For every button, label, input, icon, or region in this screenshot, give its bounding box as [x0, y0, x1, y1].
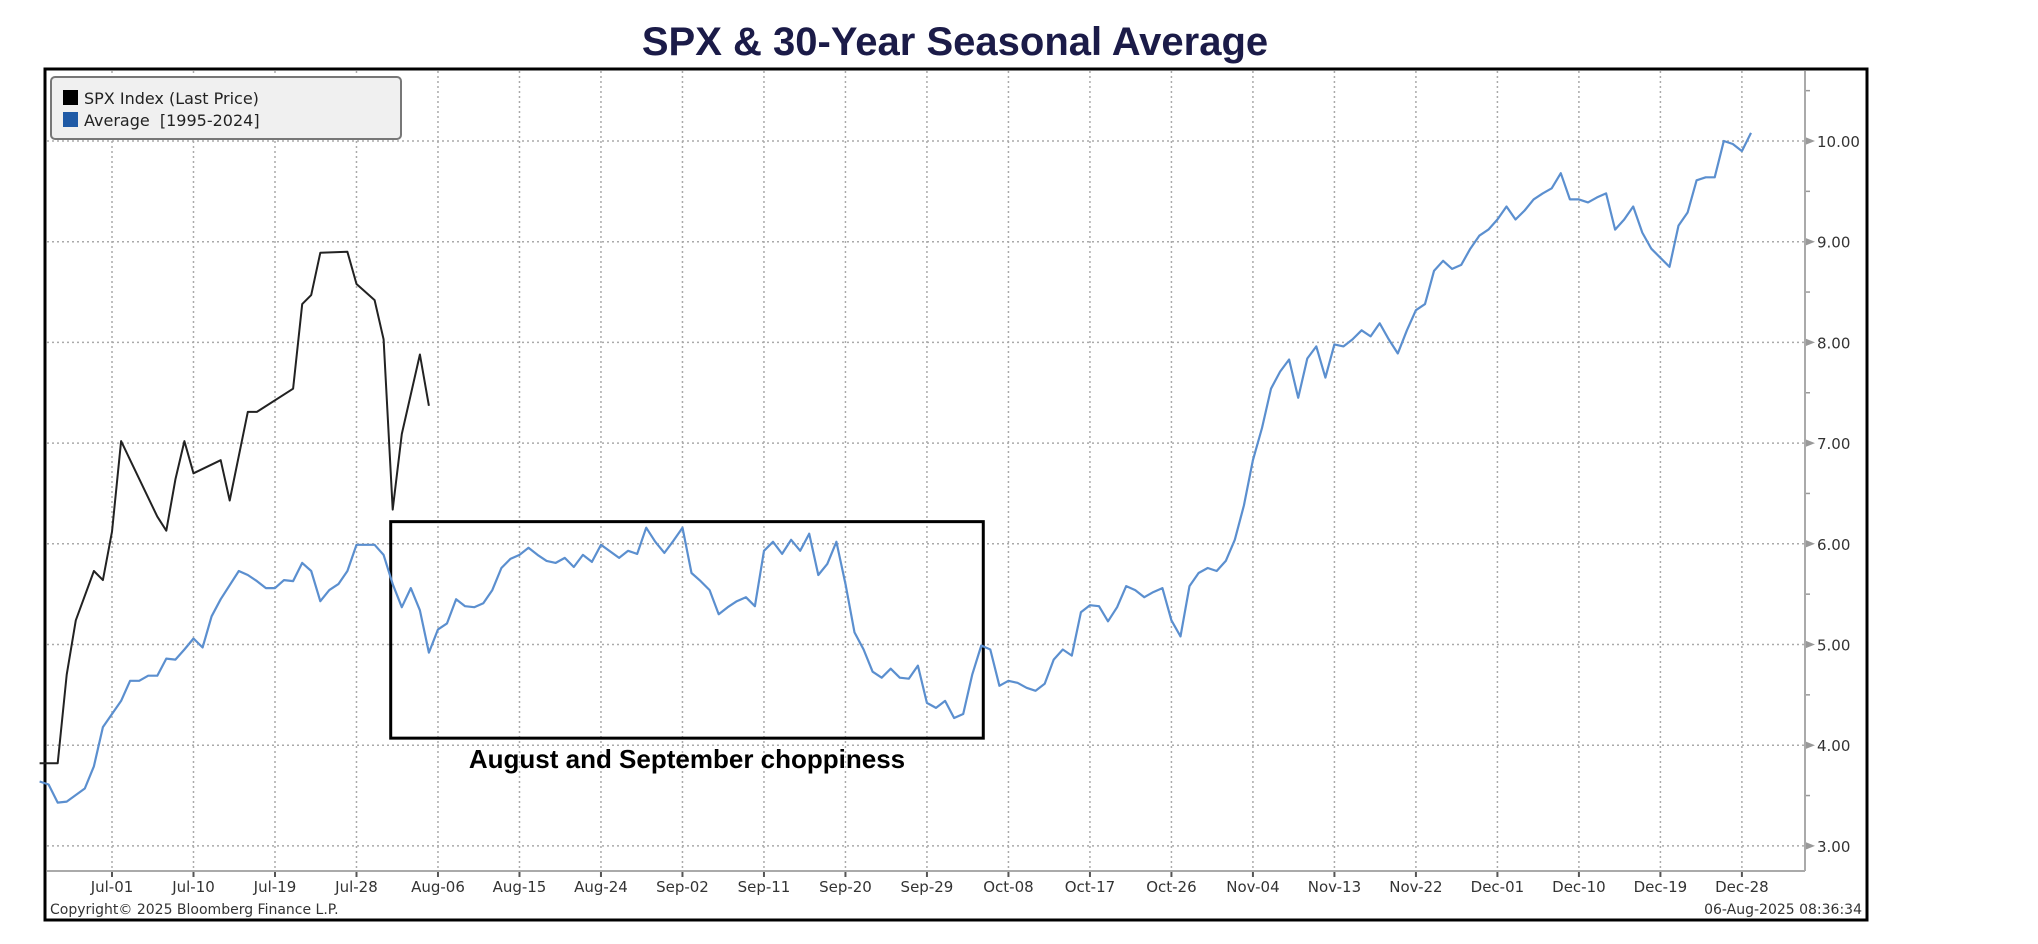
x-tick-label: Aug-24: [574, 878, 628, 896]
timestamp-text: 06-Aug-2025 08:36:34: [1704, 902, 1862, 918]
legend-swatch-spx: [63, 90, 78, 105]
y-tick-mark: [1805, 841, 1815, 850]
x-tick-label: Aug-06: [411, 878, 465, 896]
y-tick-mark: [1805, 237, 1815, 246]
x-tick-label: Jul-10: [171, 878, 215, 896]
legend-label-spx: SPX Index (Last Price): [84, 89, 259, 108]
gridlines: [47, 71, 1805, 871]
x-tick-label: Jul-28: [334, 878, 378, 896]
series-lines: [39, 132, 1752, 804]
y-tick-mark: [1805, 741, 1815, 750]
x-tick-label: Nov-13: [1308, 878, 1361, 896]
x-tick-label: Sep-02: [656, 878, 709, 896]
y-tick-label: 7.00: [1817, 435, 1850, 453]
axes: 3.00 4.00 5.00 6.00 7.00 8.00 9.00 10.00 Jul-01 J…: [47, 71, 1860, 896]
y-tick-mark: [1805, 539, 1815, 548]
x-tick-label: Oct-08: [983, 878, 1033, 896]
chart-frame: [43, 67, 1869, 922]
average-line: [39, 132, 1752, 804]
y-tick-label: 4.00: [1817, 737, 1850, 755]
chart-title: SPX & 30-Year Seasonal Average: [642, 20, 1268, 64]
x-tick-label: Oct-26: [1146, 878, 1196, 896]
copyright-text: Copyright© 2025 Bloomberg Finance L.P.: [50, 902, 339, 918]
x-tick-label: Dec-10: [1552, 878, 1606, 896]
legend-box: [50, 76, 402, 140]
y-tick-label: 5.00: [1817, 637, 1850, 655]
y-tick-label: 9.00: [1817, 234, 1850, 252]
x-tick-label: Dec-19: [1634, 878, 1688, 896]
legend: SPX Index (Last Price) Average [1995-202…: [50, 76, 402, 140]
x-tick-label: Nov-04: [1226, 878, 1279, 896]
x-tick-label: Sep-29: [901, 878, 954, 896]
y-tick-mark: [1805, 640, 1815, 649]
x-tick-label: Oct-17: [1065, 878, 1115, 896]
x-tick-label: Jul-01: [90, 878, 134, 896]
x-tick-label: Jul-19: [253, 878, 297, 896]
y-tick-mark: [1805, 137, 1815, 145]
annotation: August and September choppiness: [389, 520, 985, 774]
legend-label-average: Average [1995-2024]: [84, 111, 260, 130]
x-tick-label: Sep-11: [738, 878, 791, 896]
y-tick-label: 6.00: [1817, 536, 1850, 554]
y-tick-label: 8.00: [1817, 334, 1850, 352]
x-tick-label: Dec-01: [1471, 878, 1525, 896]
annotation-box: [389, 520, 985, 740]
x-tick-label: Sep-20: [819, 878, 872, 896]
y-tick-mark: [1805, 338, 1815, 347]
x-tick-label: Nov-22: [1389, 878, 1442, 896]
y-tick-label: 10.00: [1817, 133, 1860, 151]
x-tick-label: Aug-15: [493, 878, 547, 896]
annotation-text: August and September choppiness: [469, 744, 905, 774]
y-tick-label: 3.00: [1817, 838, 1850, 856]
legend-swatch-average: [63, 112, 78, 127]
x-tick-label: Dec-28: [1715, 878, 1769, 896]
y-tick-mark: [1805, 439, 1815, 448]
spx-line: [39, 250, 430, 765]
